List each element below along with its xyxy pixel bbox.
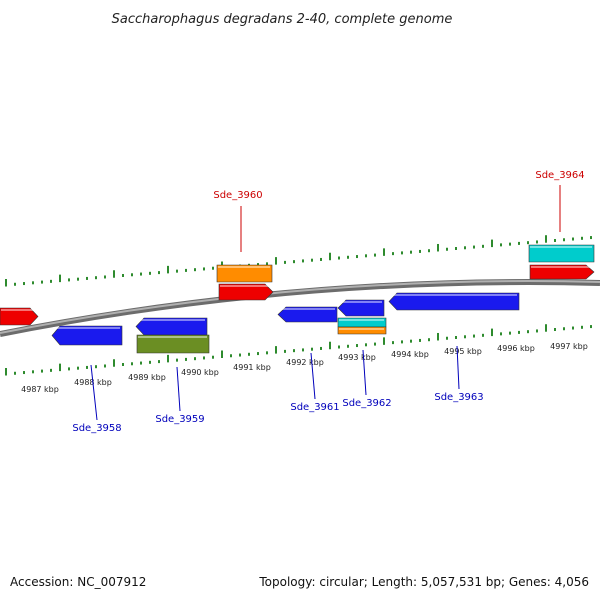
gene-label[interactable]: Sde_3958 [72, 423, 121, 434]
tick-label: 4990 kbp [181, 368, 219, 377]
label-leader-line [310, 352, 316, 400]
gene-label[interactable]: Sde_3962 [342, 398, 391, 409]
reverse-tick-track [5, 324, 592, 376]
gene-label[interactable]: Sde_3959 [155, 414, 204, 425]
forward-tick-track [5, 235, 592, 287]
feature-cds [388, 292, 520, 311]
label-leader-line [362, 349, 367, 396]
feature-misc [528, 244, 595, 263]
tick-label: 4996 kbp [497, 344, 535, 353]
gene-label-group: Sde_3958 Sde_3959 Sde_3960 Sde_3961 Sde_3962… [72, 170, 584, 434]
gene-label[interactable]: Sde_3960 [213, 190, 262, 201]
feature-misc [216, 264, 273, 283]
genome-backbone-shadow [0, 279, 600, 337]
feature-gene [529, 264, 595, 280]
gene-label[interactable]: Sde_3961 [290, 402, 339, 413]
feature-group [0, 244, 595, 354]
feature-gene [0, 307, 39, 326]
label-leader-line [456, 345, 460, 390]
tick-label: 4997 kbp [550, 342, 588, 351]
genome-backbone [0, 280, 600, 334]
tick-label: 4992 kbp [286, 358, 324, 367]
tick-label: 4991 kbp [233, 363, 271, 372]
gene-label[interactable]: Sde_3964 [535, 170, 584, 181]
feature-cds [51, 325, 123, 346]
feature-misc [136, 334, 210, 354]
map-title: Saccharophagus degradans 2-40, complete … [112, 12, 453, 27]
accession-text: Accession: NC_007912 [10, 575, 146, 589]
feature-cds [277, 306, 338, 323]
tick-label: 4989 kbp [128, 373, 166, 382]
feature-cds [337, 299, 385, 317]
tick-label: 4993 kbp [338, 353, 376, 362]
feature-misc [337, 326, 387, 335]
label-leader-line [90, 364, 98, 421]
tick-label: 4994 kbp [391, 350, 429, 359]
label-leader-line [176, 366, 181, 412]
tick-label: 4987 kbp [21, 385, 59, 394]
tick-label: 4995 kbp [444, 347, 482, 356]
feature-gene [218, 283, 274, 301]
gene-label[interactable]: Sde_3963 [434, 392, 483, 403]
topology-summary: Topology: circular; Length: 5,057,531 bp… [258, 575, 589, 589]
